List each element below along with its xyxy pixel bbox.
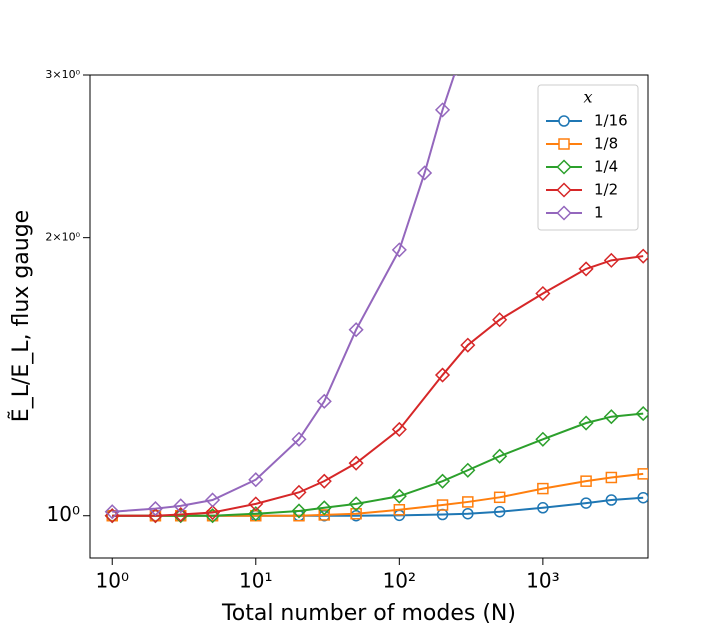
marker — [578, 415, 594, 431]
marker — [635, 248, 648, 264]
series-line — [112, 472, 644, 517]
legend-label: 1/2 — [594, 181, 618, 199]
marker — [455, 75, 458, 76]
legend-label: 1/8 — [594, 135, 618, 153]
marker — [603, 252, 619, 268]
marker — [348, 455, 364, 471]
marker — [248, 472, 264, 488]
marker — [535, 285, 551, 302]
marker — [492, 448, 508, 464]
y-tick-label: 2×10⁰ — [45, 231, 80, 244]
series-line — [112, 412, 644, 517]
y-axis-label: Ẽ_L/E_L, flux gauge — [7, 210, 34, 422]
marker — [173, 506, 189, 523]
marker — [393, 504, 406, 516]
marker — [605, 494, 618, 506]
marker — [434, 473, 451, 489]
legend-marker — [556, 205, 572, 221]
marker — [462, 496, 474, 508]
x-axis-label: Total number of modes (N) — [221, 601, 516, 626]
marker — [205, 492, 221, 508]
marker — [603, 409, 619, 425]
marker — [147, 501, 164, 517]
legend-marker — [558, 138, 570, 150]
marker — [391, 242, 407, 258]
marker — [535, 431, 551, 447]
legend-label: 1 — [594, 204, 604, 222]
plot-area — [104, 75, 648, 524]
marker — [434, 367, 451, 383]
legend: x1/16 1/8 1/4 1/2 1 — [537, 84, 639, 231]
marker — [316, 500, 332, 516]
legend-marker — [556, 159, 572, 175]
marker — [417, 165, 433, 181]
x-tick-label: 10⁰ — [96, 569, 129, 593]
plot-frame — [89, 74, 649, 559]
marker — [104, 504, 120, 520]
marker — [492, 312, 508, 328]
marker — [291, 484, 307, 500]
x-tick-label: 10³ — [526, 569, 559, 593]
marker — [291, 503, 307, 519]
y-tick-label: 10⁰ — [47, 502, 80, 526]
marker — [635, 406, 648, 422]
legend-marker — [558, 115, 570, 127]
legend-box — [537, 84, 639, 231]
marker — [493, 491, 506, 504]
marker — [493, 505, 506, 518]
marker — [637, 468, 648, 480]
marker — [537, 502, 549, 514]
marker — [348, 322, 364, 338]
series-line — [112, 255, 644, 517]
marker — [434, 102, 451, 118]
marker — [248, 496, 264, 512]
marker — [316, 393, 332, 409]
marker — [291, 431, 307, 447]
marker — [350, 507, 362, 520]
legend-label: 1/4 — [594, 158, 618, 176]
marker — [580, 475, 592, 487]
marker — [537, 482, 549, 495]
marker — [436, 499, 449, 511]
marker — [391, 421, 407, 437]
marker — [462, 507, 474, 520]
marker — [205, 504, 221, 521]
marker — [147, 508, 164, 524]
marker — [460, 337, 476, 353]
series-line — [112, 75, 456, 513]
marker — [580, 497, 592, 509]
marker — [318, 509, 331, 521]
marker — [578, 261, 594, 277]
y-tick-label: 3×10⁰ — [45, 68, 80, 81]
marker — [173, 498, 189, 514]
legend-marker — [556, 182, 572, 198]
marker — [460, 462, 476, 478]
marker — [391, 488, 407, 504]
x-tick-label: 10¹ — [239, 569, 272, 593]
x-tick-label: 10² — [383, 569, 416, 593]
legend-title: x — [583, 88, 592, 107]
marker — [348, 496, 364, 512]
marker — [637, 491, 648, 504]
legend-label: 1/16 — [594, 112, 628, 130]
marker — [248, 506, 264, 522]
marker — [605, 471, 618, 484]
marker — [316, 473, 332, 489]
